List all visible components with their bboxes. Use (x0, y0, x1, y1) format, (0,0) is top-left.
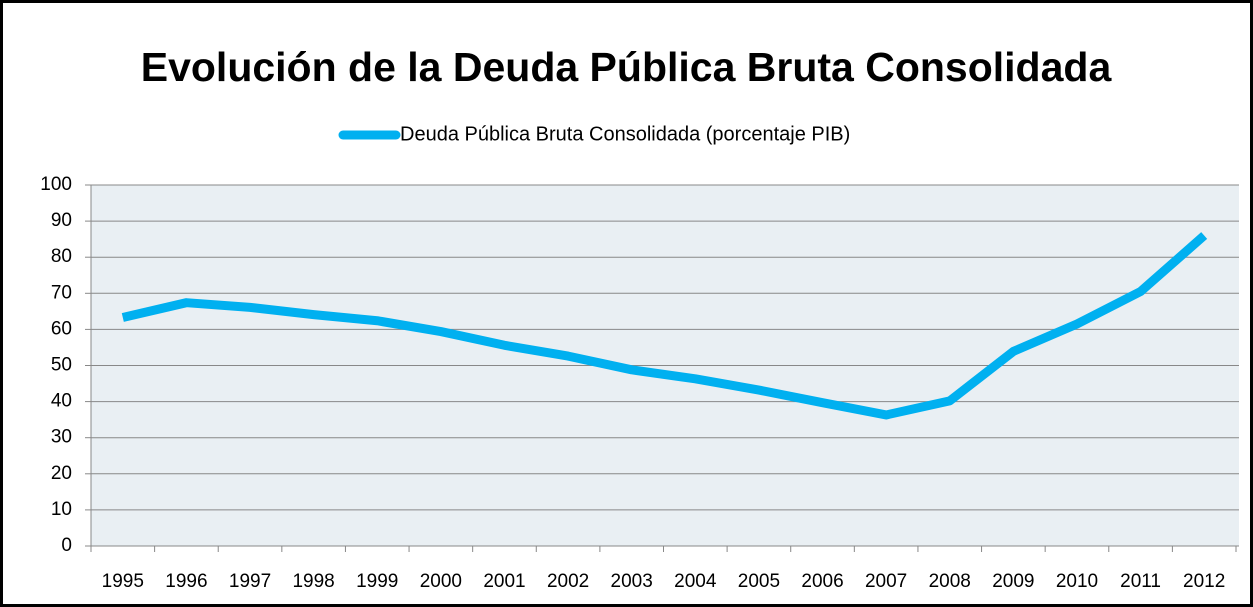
y-tick-label: 30 (51, 427, 72, 448)
x-tick-label: 1995 (102, 571, 144, 592)
y-tick-label: 100 (40, 174, 72, 195)
x-tick-label: 2010 (1056, 571, 1098, 592)
x-tick-label: 1996 (165, 571, 207, 592)
x-tick-label: 1997 (229, 571, 271, 592)
x-tick-label: 2004 (674, 571, 717, 592)
y-tick-label: 40 (51, 391, 72, 412)
x-tick-label: 2003 (611, 571, 653, 592)
x-tick-label: 2007 (865, 571, 907, 592)
y-tick-label: 50 (51, 355, 72, 376)
x-tick-label: 2005 (738, 571, 780, 592)
x-tick-label: 2009 (992, 571, 1034, 592)
x-tick-label: 2011 (1120, 571, 1161, 592)
x-tick-label: 2012 (1183, 571, 1225, 592)
legend-label: Deuda Pública Bruta Consolidada (porcent… (400, 123, 850, 145)
y-tick-label: 90 (51, 210, 72, 231)
y-tick-label: 10 (51, 499, 72, 520)
legend: Deuda Pública Bruta Consolidada (porcent… (338, 123, 850, 145)
x-tick-label: 2000 (420, 571, 462, 592)
x-tick-label: 2002 (547, 571, 589, 592)
y-tick-label: 70 (51, 282, 72, 303)
x-tick-label: 1999 (356, 571, 398, 592)
x-tick-label: 2006 (801, 571, 843, 592)
chart-title: Evolución de la Deuda Pública Bruta Cons… (141, 44, 1113, 90)
data-line (121, 232, 1208, 420)
x-tick-label: 2008 (929, 571, 971, 592)
y-tick-label: 20 (51, 463, 72, 484)
x-tick-label: 2001 (483, 571, 525, 592)
y-tick-label: 80 (51, 246, 72, 267)
y-tick-label: 60 (51, 318, 72, 339)
x-tick-label: 1998 (292, 571, 334, 592)
y-tick-label: 0 (61, 535, 72, 556)
